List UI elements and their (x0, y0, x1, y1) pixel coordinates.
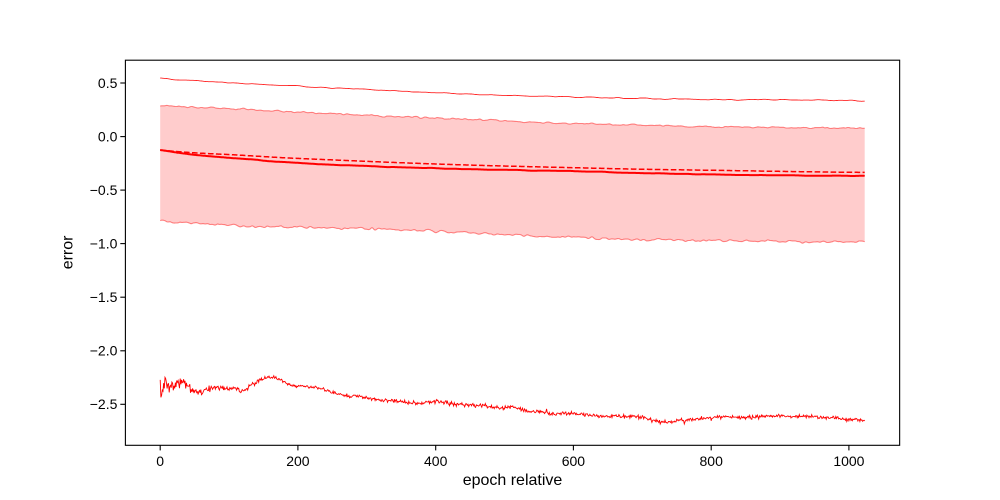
svg-text:1000: 1000 (833, 453, 864, 469)
svg-text:0.5: 0.5 (98, 75, 118, 91)
svg-text:0.0: 0.0 (98, 129, 118, 145)
svg-text:200: 200 (286, 453, 310, 469)
svg-text:400: 400 (424, 453, 448, 469)
svg-text:−1.0: −1.0 (90, 236, 118, 252)
svg-text:−0.5: −0.5 (90, 182, 118, 198)
svg-text:−1.5: −1.5 (90, 289, 118, 305)
svg-text:600: 600 (562, 453, 586, 469)
svg-text:epoch relative: epoch relative (463, 472, 563, 489)
svg-text:−2.5: −2.5 (90, 396, 118, 412)
svg-text:error: error (60, 235, 77, 269)
svg-text:800: 800 (700, 453, 724, 469)
svg-text:−2.0: −2.0 (90, 343, 118, 359)
svg-text:0: 0 (156, 453, 164, 469)
